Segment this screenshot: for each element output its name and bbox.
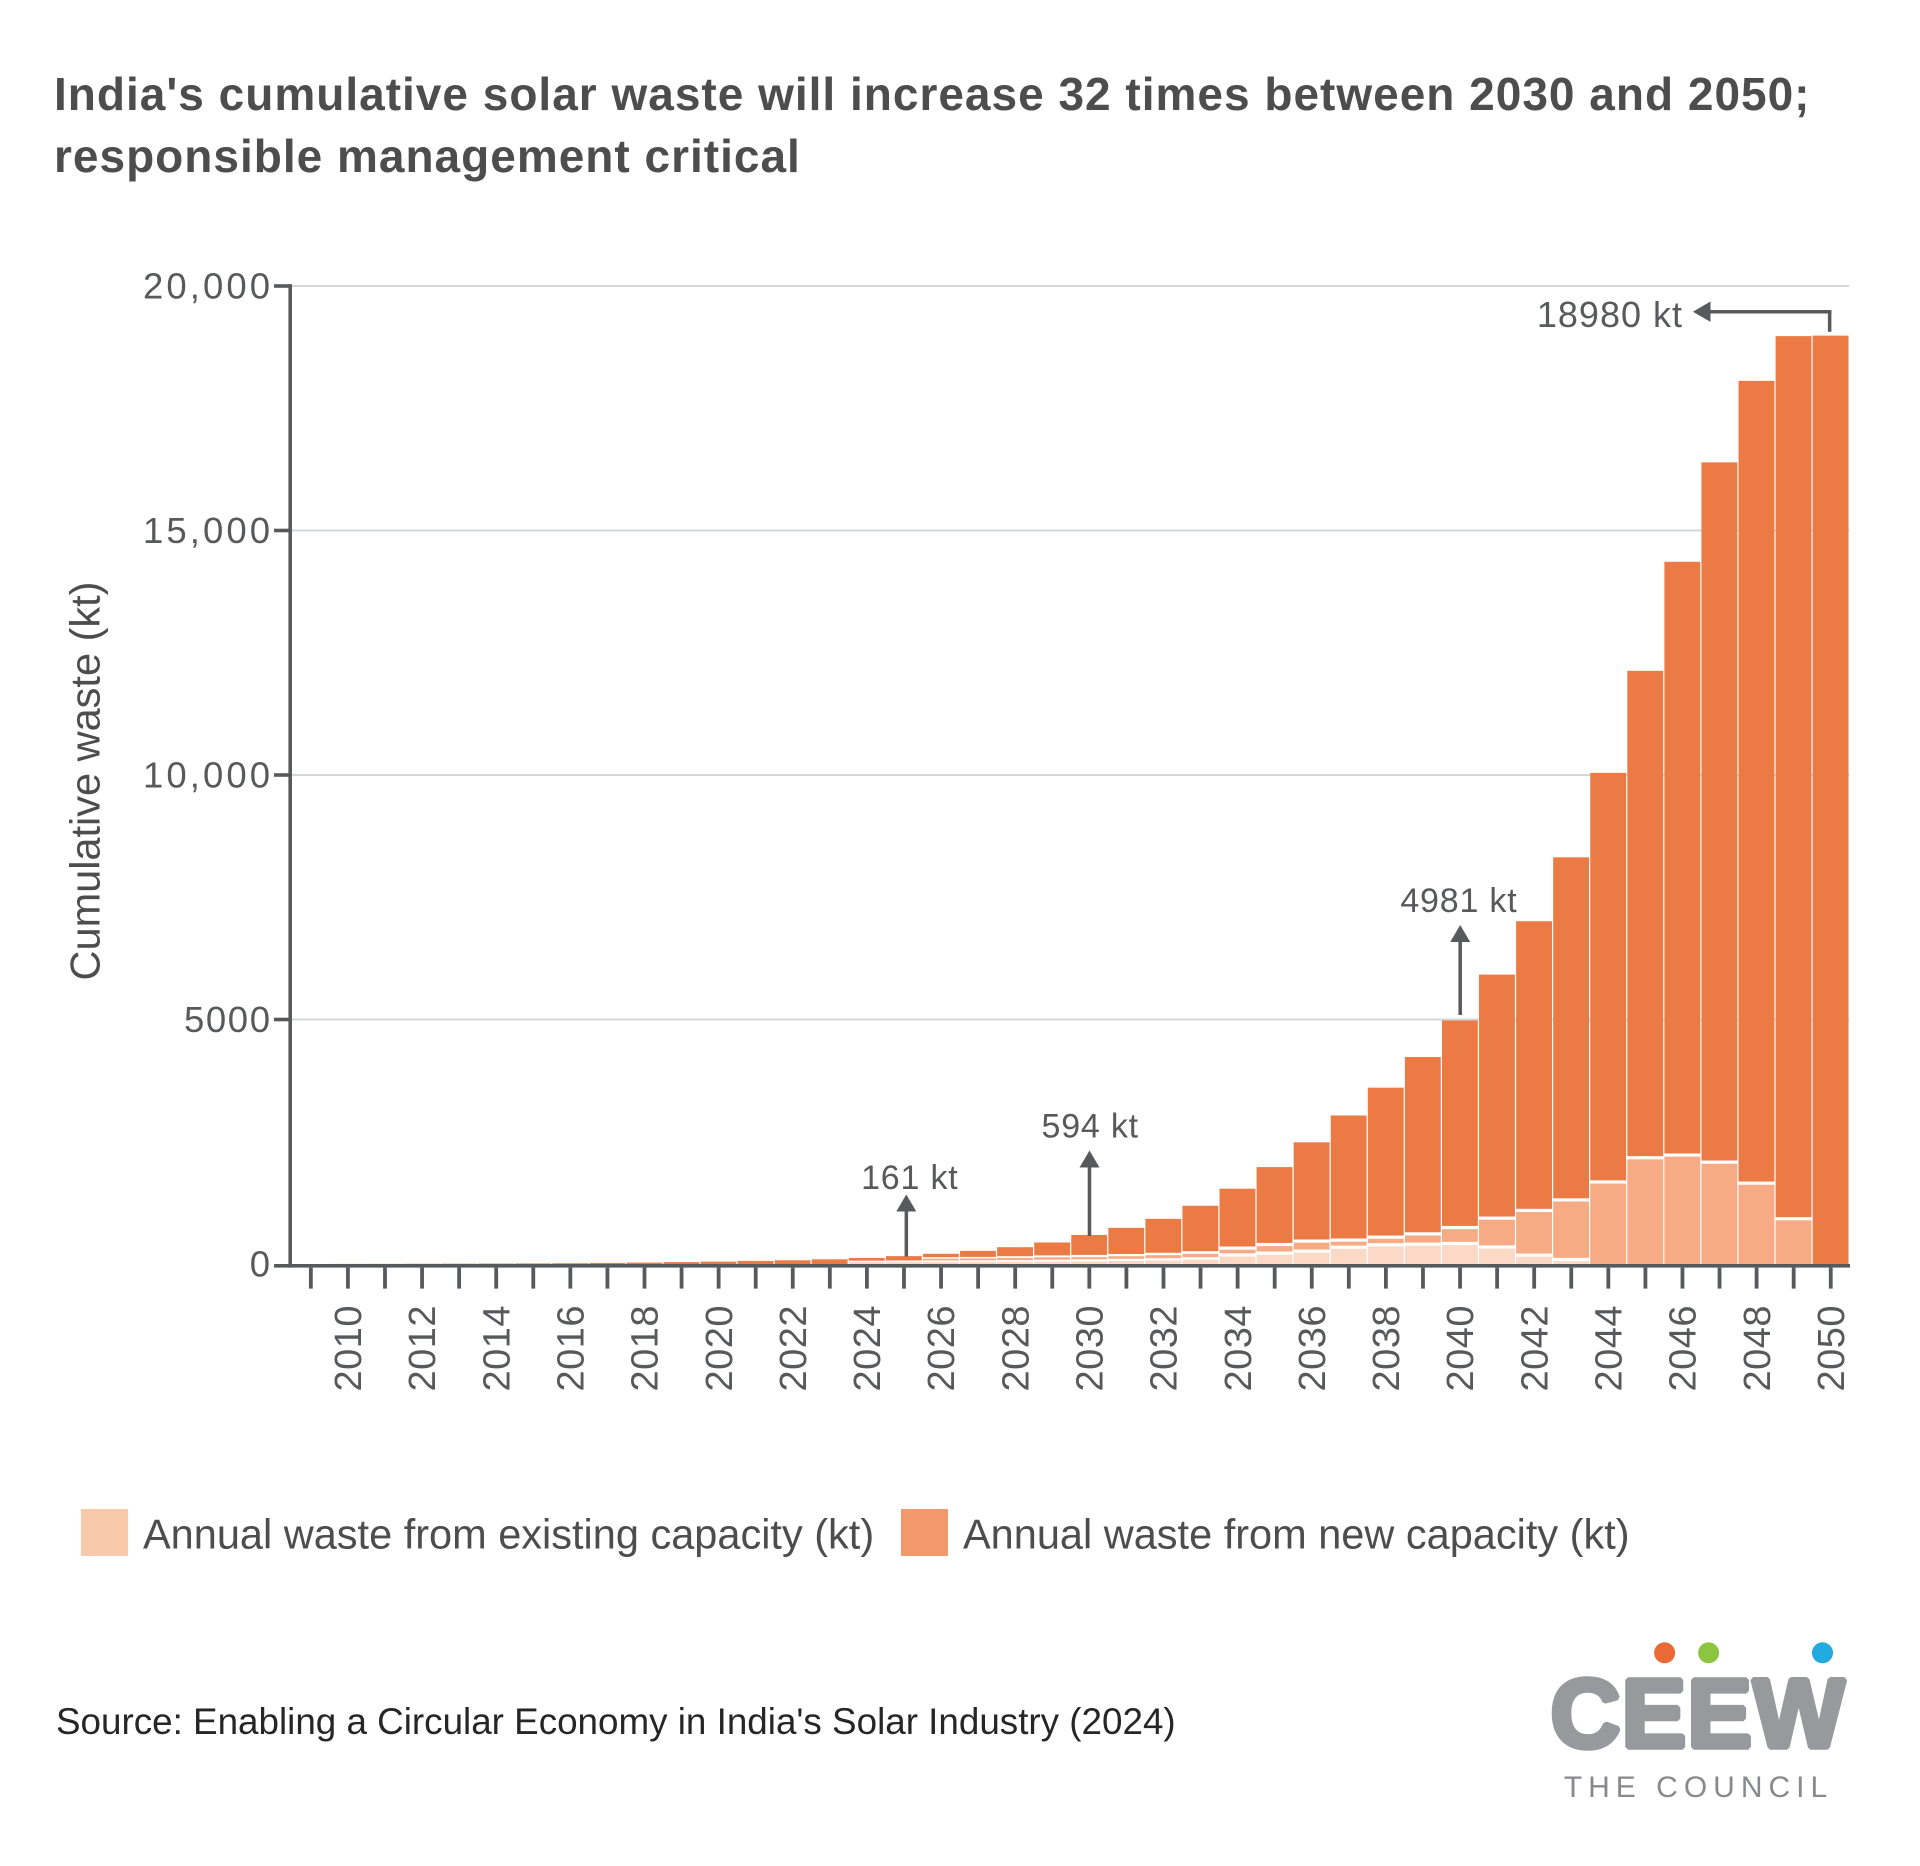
svg-text:2016: 2016	[551, 1305, 593, 1392]
svg-text:2014: 2014	[476, 1305, 518, 1392]
svg-text:Cumulative waste (kt): Cumulative waste (kt)	[62, 582, 109, 981]
svg-text:2012: 2012	[402, 1305, 444, 1392]
svg-text:2036: 2036	[1292, 1305, 1334, 1392]
svg-text:2040: 2040	[1440, 1305, 1482, 1392]
svg-text:10,000: 10,000	[143, 755, 270, 796]
svg-text:CEEW: CEEW	[1551, 1659, 1846, 1768]
svg-text:Annual waste from existing cap: Annual waste from existing capacity (kt)	[143, 1511, 874, 1558]
svg-text:18980 kt: 18980 kt	[1537, 294, 1683, 335]
svg-text:2046: 2046	[1663, 1305, 1705, 1392]
svg-text:5000: 5000	[184, 999, 270, 1040]
svg-text:THE COUNCIL: THE COUNCIL	[1564, 1771, 1833, 1804]
svg-text:2030: 2030	[1070, 1305, 1112, 1392]
svg-text:2050: 2050	[1811, 1305, 1853, 1392]
svg-text:4981 kt: 4981 kt	[1400, 882, 1517, 920]
svg-text:2044: 2044	[1589, 1305, 1631, 1392]
svg-text:20,000: 20,000	[143, 266, 270, 307]
svg-text:2026: 2026	[921, 1305, 963, 1392]
svg-text:2048: 2048	[1737, 1305, 1779, 1392]
svg-text:2042: 2042	[1514, 1305, 1556, 1392]
svg-text:2028: 2028	[995, 1305, 1037, 1392]
svg-text:2018: 2018	[625, 1305, 667, 1392]
svg-text:15,000: 15,000	[143, 510, 270, 551]
svg-text:594 kt: 594 kt	[1041, 1108, 1138, 1146]
svg-text:2010: 2010	[328, 1305, 370, 1392]
svg-text:2038: 2038	[1366, 1305, 1408, 1392]
svg-text:2024: 2024	[847, 1305, 889, 1392]
svg-text:2032: 2032	[1144, 1305, 1186, 1392]
svg-text:0: 0	[250, 1244, 270, 1285]
svg-text:161 kt: 161 kt	[861, 1159, 958, 1197]
svg-text:2034: 2034	[1218, 1305, 1260, 1392]
svg-text:Annual waste from new capacity: Annual waste from new capacity (kt)	[963, 1511, 1630, 1558]
svg-text:2022: 2022	[773, 1305, 815, 1392]
svg-text:2020: 2020	[699, 1305, 741, 1392]
